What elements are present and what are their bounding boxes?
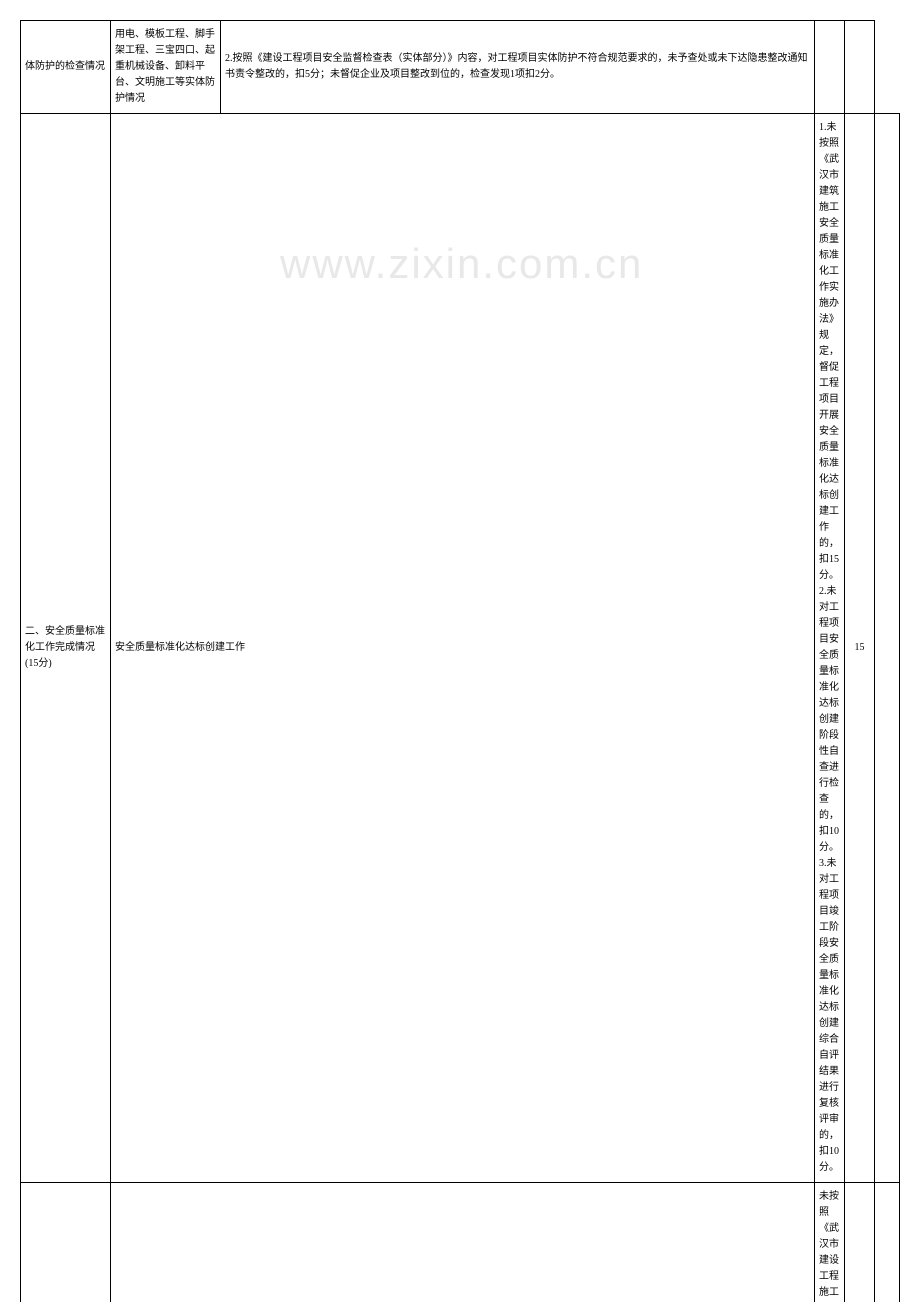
criteria-cell: 2.按照《建设工程项目安全监督检查表（实体部分）》内容，对工程项目实体防护不符合… — [221, 21, 815, 114]
evaluation-table: 体防护的检查情况用电、模板工程、脚手架工程、三宝四口、起重机械设备、卸料平台、文… — [20, 20, 900, 1302]
category-cell: 二、安全质量标准化工作完成情况(15分) — [21, 114, 111, 1183]
criteria-cell: 1.未按照《武汉市建筑施工安全质量标准化工作实施办法》规定，督促工程项目开展安全… — [815, 114, 845, 1183]
score-cell: 1 — [845, 1183, 875, 1302]
table-row: 体防护的检查情况用电、模板工程、脚手架工程、三宝四口、起重机械设备、卸料平台、文… — [21, 21, 900, 114]
table-row: 三、安全监督档案建立情况（30分）建设工程项目安全监督检查登记表未按照《武汉市建… — [21, 1183, 900, 1302]
empty-cell — [845, 21, 875, 114]
subitem-cell: 体防护的检查情况 — [21, 21, 111, 114]
empty-cell — [875, 1183, 900, 1302]
score-cell: 15 — [845, 114, 875, 1183]
detail-cell: 用电、模板工程、脚手架工程、三宝四口、起重机械设备、卸料平台、文明施工等实体防护… — [111, 21, 221, 114]
empty-cell — [875, 114, 900, 1183]
criteria-cell: 未按照《武汉市建设工程施工现场安全监督检查实施办法》规定，及时整理归档的，扣1分… — [815, 1183, 845, 1302]
item-cell: 建设工程项目安全监督检查登记表 — [111, 1183, 815, 1302]
table-row: 二、安全质量标准化工作完成情况(15分)安全质量标准化达标创建工作1.未按照《武… — [21, 114, 900, 1183]
category-cell: 三、安全监督档案建立情况（30分） — [21, 1183, 111, 1302]
item-cell: 安全质量标准化达标创建工作 — [111, 114, 815, 1183]
score-cell — [815, 21, 845, 114]
